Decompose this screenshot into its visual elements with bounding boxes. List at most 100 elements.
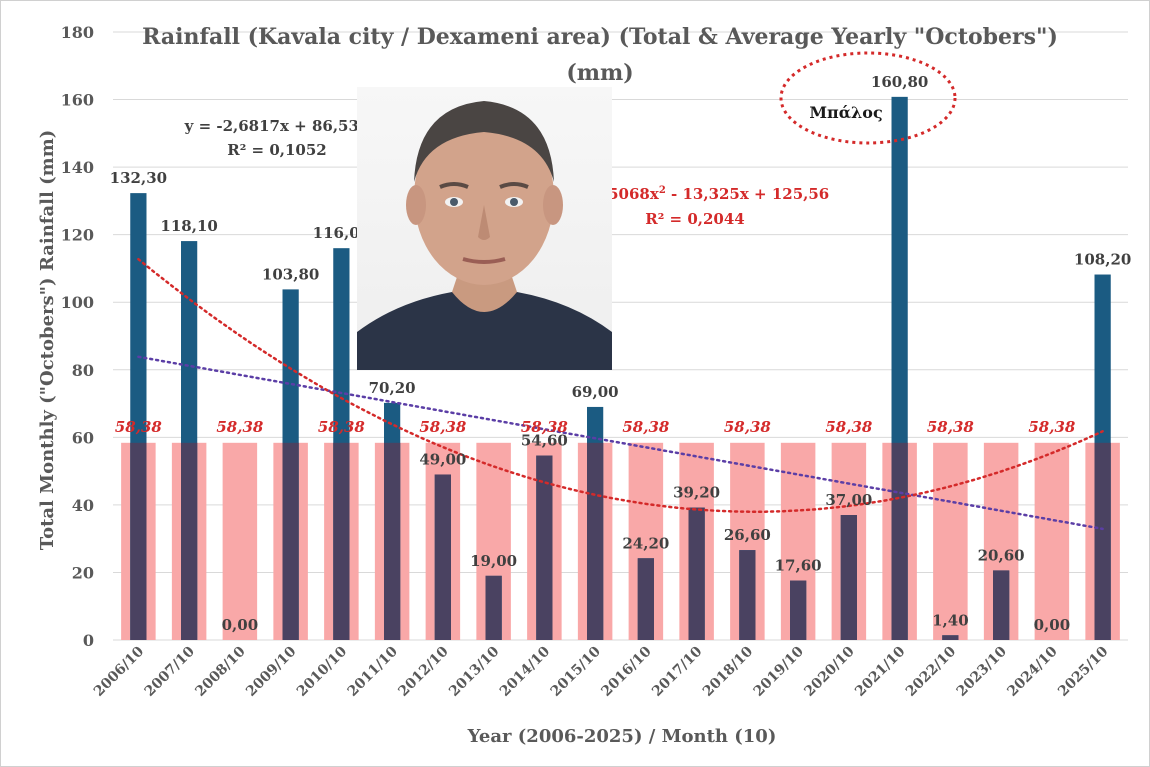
rainfall-data-label: 26,60: [724, 526, 771, 544]
x-tick-label: 2021/10: [852, 643, 908, 699]
x-tick-label: 2016/10: [598, 643, 654, 699]
poly-eq-suffix: - 13,325x + 125,56: [665, 185, 830, 203]
x-tick-label: 2006/10: [91, 643, 147, 699]
average-data-label: 58,38: [927, 418, 975, 436]
average-data-label: 58,38: [622, 418, 670, 436]
average-bar: [1034, 442, 1070, 640]
y-tick-label: 140: [61, 158, 94, 177]
average-data-label: 58,38: [318, 418, 366, 436]
rainfall-bar-overlap: [942, 635, 959, 640]
y-tick-label: 100: [61, 293, 94, 312]
average-data-label: 58,38: [825, 418, 873, 436]
x-tick-label: 2013/10: [446, 643, 502, 699]
average-bar: [222, 442, 258, 640]
average-data-label: 58,38: [521, 418, 569, 436]
x-tick-label: 2018/10: [700, 643, 756, 699]
rainfall-data-label: 0,00: [222, 616, 259, 634]
average-data-label: 58,38: [115, 418, 163, 436]
average-data-label: 58,38: [419, 418, 467, 436]
annotation-ellipse: [779, 51, 957, 145]
linear-trend-equation: y = -2,6817x + 86,537: [184, 117, 370, 135]
rainfall-bar-overlap: [181, 442, 198, 640]
average-bars: [121, 442, 1120, 640]
rainfall-data-label: 17,60: [775, 557, 822, 575]
rainfall-data-label: 108,20: [1074, 251, 1131, 269]
x-tick-label: 2025/10: [1055, 643, 1111, 699]
rainfall-data-label: 160,80: [871, 73, 928, 91]
x-tick-label: 2012/10: [395, 643, 451, 699]
y-axis-ticks: 0 20 40 60 80 100 120 140 160 180: [61, 23, 94, 650]
rainfall-bar-overlap: [891, 442, 908, 640]
rainfall-bar-overlap: [333, 442, 350, 640]
average-data-label: 58,38: [216, 418, 264, 436]
rainfall-bar-overlap: [1094, 442, 1111, 640]
rainfall-data-label: 19,00: [470, 552, 517, 570]
annotation-label: Μπάλος: [809, 103, 882, 122]
rainfall-bar-overlap: [434, 474, 451, 640]
rainfall-bar-overlap: [739, 550, 756, 640]
rainfall-bar-overlap: [384, 442, 401, 640]
rainfall-data-label: 54,60: [521, 432, 568, 450]
rainfall-data-label: 37,00: [825, 491, 872, 509]
rainfall-bar-overlap: [840, 515, 857, 640]
x-axis-ticks: 2006/102007/102008/102009/102010/102011/…: [91, 643, 1112, 699]
data-labels: 132,30 118,10 0,00 103,80 116,00 70,20 49,00 19…: [110, 73, 1132, 634]
x-tick-label: 2019/10: [751, 643, 807, 699]
rainfall-data-label: 118,10: [160, 217, 217, 235]
y-tick-label: 60: [72, 428, 94, 447]
rainfall-bar-overlap: [993, 570, 1010, 640]
poly-trend-r2: R² = 0,2044: [645, 210, 745, 228]
y-tick-label: 0: [83, 631, 94, 650]
rainfall-data-label: 116,00: [313, 224, 370, 242]
x-tick-label: 2010/10: [294, 643, 350, 699]
rainfall-data-label: 0,00: [1034, 616, 1071, 634]
y-tick-label: 160: [61, 91, 94, 110]
rainfall-data-label: 1,40: [932, 611, 969, 629]
average-bar: [933, 442, 968, 640]
rainfall-bar-overlap: [536, 455, 553, 640]
linear-trendline: [137, 355, 1104, 531]
rainfall-data-label: 69,00: [572, 383, 619, 401]
chart-title: Rainfall (Kavala city / Dexameni area) (…: [142, 24, 1058, 50]
rainfall-bar-overlap: [688, 507, 705, 640]
rainfall-data-label: 132,30: [110, 169, 167, 187]
rainfall-bar-overlap: [790, 580, 807, 640]
y-tick-label: 80: [72, 361, 94, 380]
y-tick-label: 40: [72, 496, 94, 515]
x-tick-label: 2023/10: [954, 643, 1010, 699]
x-axis-label: Year (2006-2025) / Month (10): [467, 726, 777, 747]
x-tick-label: 2022/10: [903, 643, 959, 699]
x-tick-label: 2008/10: [192, 643, 248, 699]
rainfall-bar-overlap: [130, 442, 147, 640]
y-axis-label: Total Monthly ("Octobers") Rainfall (mm): [37, 130, 58, 551]
x-tick-label: 2014/10: [497, 643, 553, 699]
rainfall-bar-overlap: [485, 575, 502, 640]
y-tick-label: 120: [61, 226, 94, 245]
average-data-label: 58,38: [724, 418, 772, 436]
x-tick-label: 2024/10: [1004, 643, 1060, 699]
portrait-image: [357, 101, 612, 370]
rainfall-data-label: 49,00: [419, 450, 466, 468]
trendlines: [137, 257, 1104, 531]
y-tick-label: 180: [61, 23, 94, 42]
x-tick-label: 2011/10: [345, 643, 401, 699]
x-tick-label: 2007/10: [142, 643, 198, 699]
x-tick-label: 2020/10: [801, 643, 857, 699]
x-tick-label: 2017/10: [649, 643, 705, 699]
rainfall-data-label: 103,80: [262, 265, 319, 283]
y-tick-label: 20: [72, 563, 94, 582]
rainfall-data-label: 24,20: [622, 534, 669, 552]
rainfall-bar-overlap: [637, 558, 654, 640]
rainfall-bar-overlap: [587, 442, 604, 640]
chart-subtitle: (mm): [566, 60, 634, 86]
portrait-photo: [357, 87, 612, 370]
average-data-label: 58,38: [1028, 418, 1076, 436]
poly-eq-exponent: 2: [658, 185, 666, 196]
rainfall-data-label: 70,20: [369, 379, 416, 397]
rainfall-data-label: 39,20: [673, 484, 720, 502]
linear-trend-r2: R² = 0,1052: [227, 141, 327, 159]
x-tick-label: 2015/10: [548, 643, 604, 699]
rainfall-bar-overlap: [282, 442, 299, 640]
x-tick-label: 2009/10: [243, 643, 299, 699]
